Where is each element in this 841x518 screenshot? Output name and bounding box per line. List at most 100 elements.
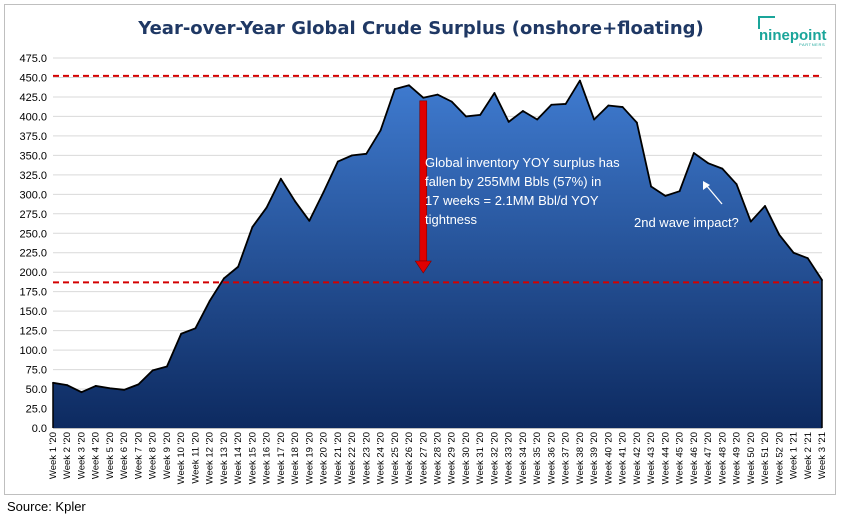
x-tick-label: Week 6 '20 xyxy=(119,432,130,479)
x-tick-label: Week 34 '20 xyxy=(518,432,529,484)
data-point xyxy=(80,391,83,394)
y-tick-label: 300.0 xyxy=(19,189,47,201)
x-tick-label: Week 8 '20 xyxy=(148,432,159,479)
data-point xyxy=(393,88,396,91)
x-tick-label: Week 36 '20 xyxy=(546,432,557,484)
x-tick-label: Week 1 '21 xyxy=(789,432,800,479)
x-tick-label: Week 38 '20 xyxy=(575,432,586,484)
reference-lines xyxy=(53,74,822,284)
annotation-surplus-line-3: 17 weeks = 2.1MM Bbl/d YOY xyxy=(425,193,599,208)
logo-subtext: PARTNERS xyxy=(799,42,825,47)
x-tick-label: Week 22 '20 xyxy=(347,432,358,484)
x-tick-label: Week 47 '20 xyxy=(703,432,714,484)
data-point xyxy=(735,183,738,186)
x-tick-label: Week 43 '20 xyxy=(646,432,657,484)
y-tick-label: 75.0 xyxy=(26,365,47,377)
logo-frame xyxy=(758,16,775,29)
data-point xyxy=(94,385,97,387)
y-tick-label: 400.0 xyxy=(19,111,47,123)
x-tick-label: Week 13 '20 xyxy=(219,432,230,484)
x-tick-label: Week 5 '20 xyxy=(105,432,116,479)
data-point xyxy=(806,257,809,260)
x-tick-label: Week 3 '21 xyxy=(817,432,828,479)
x-tick-label: Week 10 '20 xyxy=(176,432,187,484)
x-tick-label: Week 33 '20 xyxy=(504,432,515,484)
y-tick-label: 125.0 xyxy=(19,326,47,338)
data-point xyxy=(436,93,439,96)
y-tick-label: 0.0 xyxy=(32,423,47,435)
data-point xyxy=(721,167,724,170)
area-fill xyxy=(53,80,822,428)
annotation-surplus-line-2: fallen by 255MM Bbls (57%) in xyxy=(425,174,601,189)
logo-wordmark: ninepoint xyxy=(759,27,827,44)
y-tick-label: 200.0 xyxy=(19,267,47,279)
arrow-head xyxy=(414,260,432,274)
data-point xyxy=(479,113,482,116)
data-point xyxy=(322,191,325,193)
data-point xyxy=(550,103,553,106)
annotation-second-wave-arrowhead xyxy=(703,181,710,190)
ninepoint-logo: ninepoint PARTNERS xyxy=(758,16,827,47)
data-point xyxy=(749,220,752,223)
data-point xyxy=(279,177,282,180)
data-point xyxy=(237,265,240,268)
x-tick-label: Week 52 '20 xyxy=(774,432,785,484)
y-tick-label: 250.0 xyxy=(19,228,47,240)
data-point xyxy=(764,205,766,207)
y-tick-label: 350.0 xyxy=(19,150,47,162)
chart-title: Year-over-Year Global Crude Surplus (ons… xyxy=(137,18,704,39)
x-tick-label: Week 30 '20 xyxy=(461,432,472,484)
drawdown-arrow xyxy=(414,100,432,274)
data-point xyxy=(422,96,425,99)
x-tick-label: Week 32 '20 xyxy=(489,432,500,484)
annotation-second-wave-arrow xyxy=(705,184,723,205)
x-tick-label: Week 1 '20 xyxy=(48,432,59,479)
x-tick-label: Week 17 '20 xyxy=(276,432,287,484)
y-tick-label: 150.0 xyxy=(19,306,47,318)
x-axis-ticks: Week 1 '20 Week 2 '20 Week 3 '20 Week 4 '20… xyxy=(48,432,828,484)
x-tick-label: Week 26 '20 xyxy=(404,432,415,484)
y-tick-label: 225.0 xyxy=(19,248,47,260)
y-tick-label: 100.0 xyxy=(19,345,47,357)
data-point xyxy=(222,277,225,280)
x-tick-label: Week 41 '20 xyxy=(618,432,629,484)
x-tick-label: Week 7 '20 xyxy=(133,432,144,479)
data-point xyxy=(450,100,453,103)
data-point xyxy=(308,219,311,222)
y-tick-label: 450.0 xyxy=(19,72,47,84)
data-point xyxy=(778,233,781,236)
x-tick-label: Week 29 '20 xyxy=(447,432,458,484)
data-point xyxy=(365,152,368,155)
x-tick-label: Week 4 '20 xyxy=(91,432,102,479)
x-tick-label: Week 18 '20 xyxy=(290,432,301,484)
data-point xyxy=(650,185,653,188)
data-point xyxy=(607,104,610,107)
y-tick-label: 375.0 xyxy=(19,131,47,143)
data-point xyxy=(536,118,539,121)
x-tick-label: Week 2 '21 xyxy=(803,432,814,479)
x-tick-label: Week 9 '20 xyxy=(162,432,173,479)
data-point xyxy=(564,103,567,105)
area-series xyxy=(52,79,823,428)
data-point xyxy=(194,327,197,330)
data-point xyxy=(109,387,111,390)
x-tick-label: Week 35 '20 xyxy=(532,432,543,484)
x-tick-label: Week 23 '20 xyxy=(361,432,372,484)
x-tick-label: Week 39 '20 xyxy=(589,432,600,484)
x-tick-label: Week 42 '20 xyxy=(632,432,643,484)
data-point xyxy=(593,118,596,121)
data-point xyxy=(522,110,524,112)
y-tick-label: 25.0 xyxy=(26,404,47,416)
source-note: Source: Kpler xyxy=(7,499,86,514)
x-tick-label: Week 14 '20 xyxy=(233,432,244,484)
data-point xyxy=(579,79,581,82)
x-tick-label: Week 20 '20 xyxy=(319,432,330,484)
data-point xyxy=(379,129,382,132)
x-tick-label: Week 50 '20 xyxy=(746,432,757,484)
data-point xyxy=(635,121,638,124)
x-tick-label: Week 46 '20 xyxy=(689,432,700,484)
data-point xyxy=(52,381,54,384)
y-tick-label: 425.0 xyxy=(19,92,47,104)
x-tick-label: Week 3 '20 xyxy=(76,432,87,479)
x-tick-label: Week 44 '20 xyxy=(660,432,671,484)
